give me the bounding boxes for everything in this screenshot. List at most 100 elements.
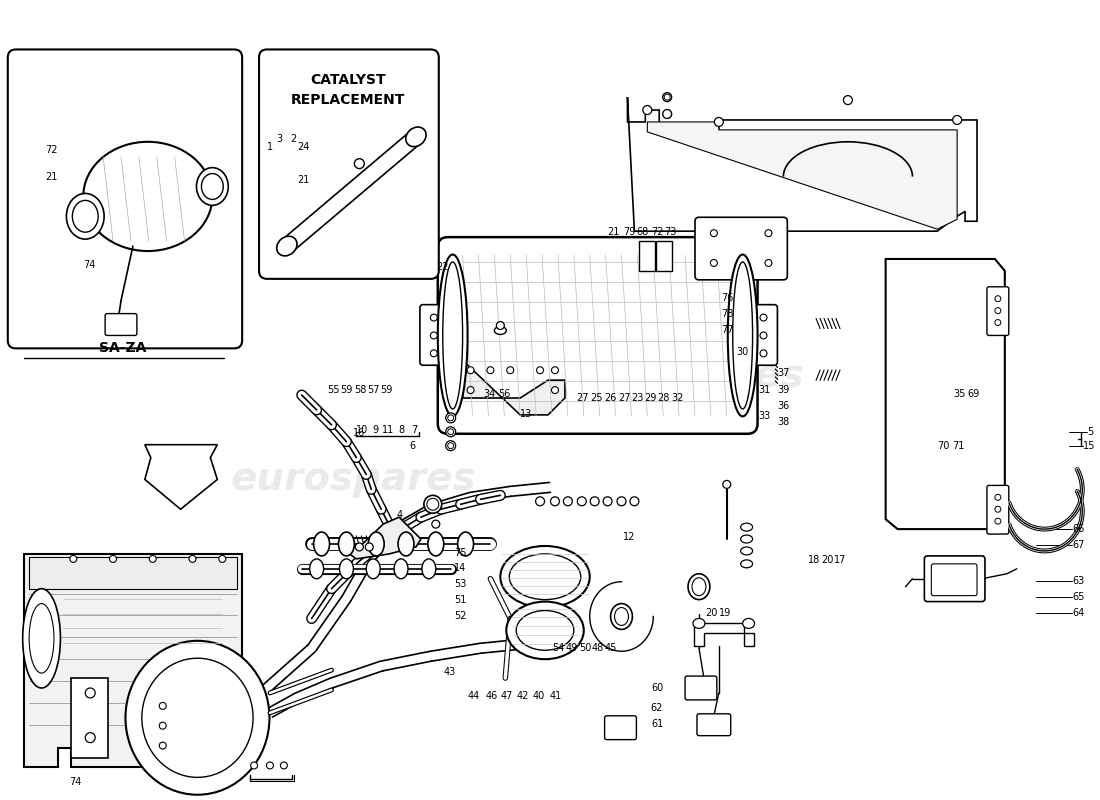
Polygon shape bbox=[657, 241, 672, 271]
Ellipse shape bbox=[251, 762, 257, 769]
Ellipse shape bbox=[693, 618, 705, 629]
Text: 27: 27 bbox=[618, 394, 630, 403]
Text: 74: 74 bbox=[69, 778, 81, 787]
Text: 64: 64 bbox=[1072, 608, 1085, 618]
Ellipse shape bbox=[432, 520, 440, 528]
Ellipse shape bbox=[714, 118, 724, 126]
Text: 75: 75 bbox=[454, 547, 466, 558]
Ellipse shape bbox=[458, 532, 473, 556]
Ellipse shape bbox=[500, 546, 590, 607]
Text: 29: 29 bbox=[645, 394, 657, 403]
Ellipse shape bbox=[994, 308, 1001, 314]
Text: 68: 68 bbox=[637, 226, 649, 237]
Text: 77: 77 bbox=[720, 325, 734, 335]
Ellipse shape bbox=[427, 498, 439, 510]
Polygon shape bbox=[282, 130, 421, 252]
Text: 69: 69 bbox=[968, 389, 980, 398]
Text: 14: 14 bbox=[454, 563, 466, 574]
Text: 8: 8 bbox=[398, 425, 405, 435]
Text: 51: 51 bbox=[454, 595, 466, 606]
Polygon shape bbox=[72, 678, 108, 758]
Ellipse shape bbox=[340, 559, 353, 578]
Ellipse shape bbox=[711, 259, 717, 266]
Text: 26: 26 bbox=[604, 394, 616, 403]
Text: 15: 15 bbox=[1084, 441, 1096, 451]
Text: 78: 78 bbox=[720, 309, 733, 319]
Text: 42: 42 bbox=[517, 690, 529, 701]
Ellipse shape bbox=[688, 574, 710, 600]
Ellipse shape bbox=[760, 314, 767, 321]
Ellipse shape bbox=[642, 106, 652, 114]
Ellipse shape bbox=[160, 722, 166, 729]
Text: 18: 18 bbox=[808, 555, 821, 566]
Text: 72: 72 bbox=[45, 145, 58, 154]
Text: 60: 60 bbox=[651, 682, 663, 693]
Ellipse shape bbox=[398, 532, 414, 556]
Ellipse shape bbox=[487, 366, 494, 374]
Ellipse shape bbox=[201, 174, 223, 199]
Ellipse shape bbox=[723, 481, 730, 488]
Text: 20: 20 bbox=[705, 608, 718, 618]
Text: 21: 21 bbox=[607, 226, 619, 237]
Text: 46: 46 bbox=[486, 690, 498, 701]
Ellipse shape bbox=[764, 259, 772, 266]
Ellipse shape bbox=[662, 110, 672, 118]
Text: 62: 62 bbox=[651, 703, 663, 714]
FancyBboxPatch shape bbox=[749, 305, 778, 366]
Ellipse shape bbox=[23, 589, 61, 688]
FancyBboxPatch shape bbox=[258, 50, 439, 279]
Text: 6: 6 bbox=[409, 441, 416, 451]
Ellipse shape bbox=[728, 254, 758, 416]
Text: 10: 10 bbox=[356, 425, 369, 435]
Text: 65: 65 bbox=[1072, 592, 1085, 602]
Ellipse shape bbox=[664, 94, 670, 100]
Text: 38: 38 bbox=[778, 418, 790, 427]
Text: eurospares: eurospares bbox=[558, 357, 804, 395]
Polygon shape bbox=[463, 360, 565, 415]
Text: 67: 67 bbox=[1072, 539, 1085, 550]
Ellipse shape bbox=[448, 442, 453, 449]
Text: 19: 19 bbox=[718, 608, 730, 618]
Ellipse shape bbox=[428, 532, 443, 556]
Ellipse shape bbox=[740, 535, 752, 543]
Text: 2: 2 bbox=[290, 134, 296, 145]
Ellipse shape bbox=[953, 115, 961, 125]
Text: 25: 25 bbox=[591, 394, 603, 403]
Ellipse shape bbox=[448, 415, 453, 421]
FancyBboxPatch shape bbox=[8, 50, 242, 348]
Ellipse shape bbox=[496, 322, 504, 330]
Ellipse shape bbox=[446, 441, 455, 450]
Text: 12: 12 bbox=[623, 532, 635, 542]
Text: 34: 34 bbox=[484, 389, 496, 398]
Ellipse shape bbox=[692, 578, 706, 596]
Ellipse shape bbox=[142, 658, 253, 778]
Ellipse shape bbox=[994, 319, 1001, 326]
Text: 48: 48 bbox=[592, 643, 604, 653]
Ellipse shape bbox=[615, 607, 628, 626]
Ellipse shape bbox=[742, 618, 755, 629]
Text: 7: 7 bbox=[411, 425, 418, 435]
Text: 54: 54 bbox=[552, 643, 565, 653]
Text: 61: 61 bbox=[651, 719, 663, 729]
Text: 74: 74 bbox=[82, 260, 96, 270]
Text: 59: 59 bbox=[341, 386, 353, 395]
Ellipse shape bbox=[468, 386, 474, 394]
Text: 36: 36 bbox=[778, 402, 790, 411]
Ellipse shape bbox=[70, 555, 77, 562]
Ellipse shape bbox=[160, 702, 166, 710]
Ellipse shape bbox=[494, 326, 506, 334]
Ellipse shape bbox=[355, 543, 363, 551]
Ellipse shape bbox=[578, 497, 586, 506]
Ellipse shape bbox=[366, 559, 381, 578]
Text: 4: 4 bbox=[396, 510, 403, 520]
Ellipse shape bbox=[66, 194, 104, 239]
Polygon shape bbox=[694, 623, 754, 646]
Text: 79: 79 bbox=[624, 226, 636, 237]
Text: 30: 30 bbox=[736, 347, 748, 358]
Ellipse shape bbox=[994, 518, 1001, 524]
FancyBboxPatch shape bbox=[106, 314, 136, 335]
Ellipse shape bbox=[506, 602, 584, 659]
Ellipse shape bbox=[536, 497, 544, 506]
Ellipse shape bbox=[277, 236, 297, 256]
Text: 49: 49 bbox=[565, 643, 578, 653]
